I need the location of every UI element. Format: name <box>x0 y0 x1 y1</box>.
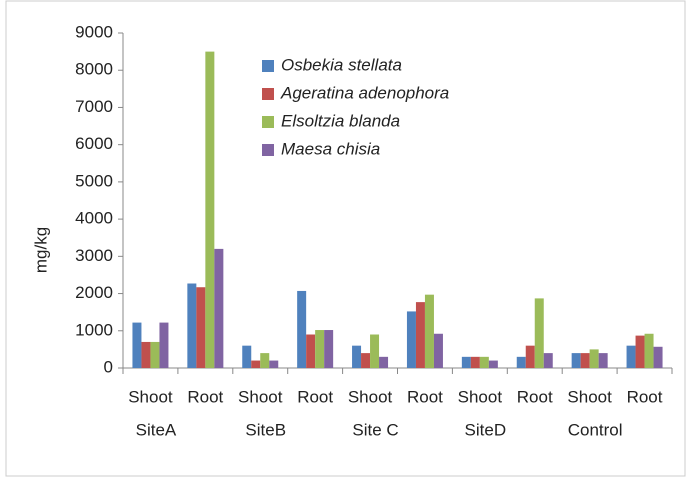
x-tick-label: Root <box>297 387 333 406</box>
bar <box>269 360 279 368</box>
bar <box>534 298 544 368</box>
legend-swatch <box>262 116 274 128</box>
bar <box>571 353 581 368</box>
legend-label: Osbekia stellata <box>281 55 402 74</box>
bar <box>525 345 535 368</box>
group-label: SiteD <box>465 420 507 439</box>
legend-label: Elsoltzia blanda <box>281 111 400 130</box>
bar <box>324 330 334 368</box>
legend-label: Maesa chisia <box>281 139 380 158</box>
bar <box>516 356 526 368</box>
bar <box>488 360 498 368</box>
bar <box>352 345 362 368</box>
y-tick-label: 9000 <box>75 22 113 41</box>
bar <box>635 335 645 368</box>
bar <box>187 283 197 368</box>
y-tick-label: 1000 <box>75 320 113 339</box>
x-tick-label: Root <box>517 387 553 406</box>
bar <box>653 346 663 368</box>
bar <box>580 353 590 368</box>
bar <box>406 311 416 368</box>
bar <box>543 353 553 368</box>
bar <box>159 322 169 368</box>
group-label: Site C <box>352 420 398 439</box>
legend-swatch <box>262 60 274 72</box>
bar <box>361 353 371 368</box>
y-tick-label: 5000 <box>75 171 113 190</box>
bar <box>589 349 599 368</box>
bar <box>379 356 389 368</box>
legend-swatch <box>262 144 274 156</box>
bar <box>626 345 636 368</box>
group-label: SiteB <box>245 420 286 439</box>
y-tick-label: 6000 <box>75 134 113 153</box>
x-tick-label: Shoot <box>458 387 503 406</box>
y-tick-label: 3000 <box>75 246 113 265</box>
frame <box>5 0 686 477</box>
x-tick-label: Root <box>627 387 663 406</box>
x-tick-label: Shoot <box>348 387 393 406</box>
y-tick-label: 0 <box>104 357 113 376</box>
bar <box>297 290 307 368</box>
group-label: SiteA <box>136 420 177 439</box>
bar <box>461 356 471 368</box>
bar <box>205 51 215 368</box>
y-tick-label: 4000 <box>75 209 113 228</box>
y-tick-label: 8000 <box>75 60 113 79</box>
x-tick-label: Root <box>407 387 443 406</box>
x-tick-label: Root <box>187 387 223 406</box>
x-tick-label: Shoot <box>238 387 283 406</box>
x-tick-label: Shoot <box>567 387 612 406</box>
legend-label: Ageratina adenophora <box>280 83 449 102</box>
bar <box>196 287 206 368</box>
bar <box>242 345 252 368</box>
bar <box>306 334 316 368</box>
legend-swatch <box>262 88 274 100</box>
y-axis-label: mg/kg <box>31 227 50 273</box>
bar <box>644 333 654 368</box>
bar <box>214 248 224 368</box>
bar <box>598 353 608 368</box>
bar <box>251 360 261 368</box>
bar <box>150 341 160 368</box>
group-label: Control <box>568 420 623 439</box>
y-tick-label: 2000 <box>75 283 113 302</box>
bar <box>470 356 480 368</box>
bar <box>260 353 270 368</box>
bar <box>370 334 380 368</box>
bar <box>132 322 142 368</box>
bar <box>315 330 325 368</box>
bar <box>424 294 434 368</box>
bar <box>433 333 443 368</box>
x-tick-label: Shoot <box>128 387 173 406</box>
bar <box>141 341 151 368</box>
bar <box>415 302 425 368</box>
y-tick-label: 7000 <box>75 97 113 116</box>
bar <box>479 356 489 368</box>
